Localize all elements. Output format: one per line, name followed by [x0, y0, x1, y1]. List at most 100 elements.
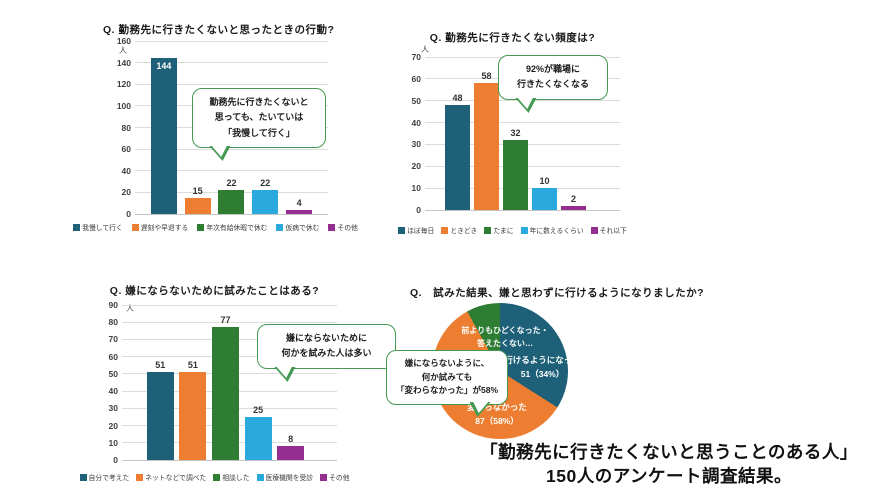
legend-label: ほぼ毎日 — [407, 228, 435, 235]
y-tick-label: 90 — [108, 300, 118, 310]
gridline — [122, 321, 337, 323]
legend-item: ほぼ毎日 — [398, 225, 434, 235]
legend-item: 医療機関を受診 — [256, 472, 314, 482]
annotation-line: 勤務先に行きたくないと — [209, 97, 309, 107]
bar-series: 144 15 22 22 4 — [135, 41, 328, 214]
bar-slot: 32 — [503, 57, 528, 210]
y-axis: 人 90 80 70 60 50 40 30 20 10 0 — [92, 300, 134, 465]
gridline — [135, 213, 328, 215]
y-tick-label: 120 — [116, 79, 131, 90]
y-tick-label: 20 — [121, 187, 131, 198]
bar — [503, 140, 528, 210]
pie-slice-label-no-change: 変わらなかった 87（58%） — [447, 400, 547, 428]
y-tick-label: 60 — [411, 73, 421, 84]
annotation-line: 嫌にならないために — [285, 333, 367, 343]
bar-value-label: 51 — [187, 360, 198, 371]
pie-label-line: 変わらなかった — [467, 402, 527, 412]
bar-value-label: 2 — [570, 193, 576, 204]
y-tick-label: 70 — [411, 52, 421, 62]
annotation-line: 「我慢して行く」 — [223, 127, 295, 138]
y-tick-label: 80 — [121, 122, 131, 133]
legend-item: 我慢して行く — [73, 222, 123, 232]
pie-label-line: 答えたくない… — [477, 339, 533, 349]
pie-slice-label-worse: 前よりもひどくなった・ 答えたくない… — [435, 324, 575, 350]
legend: 自分で考えた ネットなどで調べた 相談した 医療機関を受診 その他 — [79, 472, 350, 482]
bar-slot: 58 — [474, 57, 499, 210]
legend-label: 年次有給休暇で休む — [206, 225, 268, 232]
legend-label: 年に数えるくらい — [529, 228, 584, 235]
y-axis-unit: 人 — [126, 304, 134, 313]
y-tick-label: 30 — [411, 139, 421, 150]
bar — [252, 190, 279, 214]
chart-title: Q. 嫌にならないために試みたことはある? — [109, 285, 320, 297]
plot-area: 人 90 80 70 60 50 40 30 20 10 0 51 51 77 25 8 — [92, 300, 337, 465]
chart-title: Q. 試みた結果、嫌と思わずに行けるようになりましたか? — [410, 287, 704, 299]
bar — [445, 105, 470, 210]
y-tick-label: 0 — [126, 209, 131, 219]
annotation-line: 何か試みても — [421, 371, 473, 382]
bar-slot: 25 — [244, 305, 272, 460]
y-tick-label: 40 — [108, 386, 118, 397]
legend-label: 遅刻や早退する — [140, 225, 189, 232]
legend-label: ネットなどで調べた — [145, 475, 207, 482]
bar-slot: 15 — [184, 41, 211, 214]
legend-label: 我慢して行く — [82, 225, 123, 232]
legend-item: 年に数えるくらい — [520, 225, 584, 235]
bar — [561, 205, 586, 210]
pie-slice-label-able-to-go: 行けるようになった 51（34%） — [490, 353, 595, 381]
y-tick-label: 40 — [121, 165, 131, 176]
bar-slot: 4 — [286, 41, 313, 214]
bar-slot: 8 — [277, 305, 305, 460]
pie-label-line: 51（34%） — [520, 369, 565, 380]
bar-value-label: 22 — [260, 178, 271, 189]
legend-item: 遅刻や早退する — [131, 222, 189, 232]
bar-value-label: 25 — [253, 404, 264, 415]
legend-item: ときどき — [441, 225, 477, 235]
bar-value-label: 51 — [155, 360, 166, 371]
annotation-bubble: 嫌にならないために 何かを試みた人は多い — [257, 324, 396, 369]
chart-title: Q. 勤務先に行きたくない頻度は? — [429, 32, 596, 44]
bar-slot: 77 — [211, 305, 239, 460]
legend-swatch — [590, 226, 598, 234]
annotation-line: 嫌にならないように、 — [404, 358, 490, 368]
legend-label: その他 — [337, 225, 358, 232]
gridline — [425, 209, 620, 211]
y-tick-label: 140 — [116, 57, 131, 68]
legend-swatch — [320, 473, 328, 481]
legend-swatch — [131, 223, 139, 231]
y-tick-label: 20 — [108, 420, 118, 431]
caption-line-1: 「勤務先に行きたくないと思うことのある人」 — [480, 442, 858, 462]
y-axis: 人 160 140 120 100 80 60 40 20 0 — [103, 36, 135, 219]
y-tick-label: 20 — [411, 161, 421, 172]
legend-swatch — [213, 473, 221, 481]
legend-item: たまに — [484, 225, 514, 235]
bar-slot: 144 — [150, 41, 177, 214]
gridline — [122, 459, 337, 461]
bar — [179, 372, 207, 460]
legend-label: 相談した — [222, 475, 250, 482]
y-tick-label: 10 — [411, 183, 421, 194]
y-axis-unit: 人 — [119, 46, 127, 55]
bar-value-label: 32 — [510, 128, 521, 139]
pie-label-line: 87（58%） — [475, 416, 519, 427]
bar — [277, 446, 305, 460]
y-axis: 人 70 60 50 40 30 20 10 0 — [405, 45, 429, 215]
legend-label: 自分で考えた — [88, 475, 130, 482]
bar-slot: 10 — [532, 57, 557, 210]
plot-area: 人 70 60 50 40 30 20 10 0 48 58 32 10 2 — [405, 45, 620, 215]
bar: 144 — [150, 58, 177, 214]
bar — [286, 209, 313, 214]
legend-label: 医療機関を受診 — [265, 475, 314, 482]
bar-slot: 22 — [252, 41, 279, 214]
annotation-bubble: 嫌にならないように、 何か試みても 「変わらなかった」が58% — [386, 350, 508, 405]
legend-label: ときどき — [450, 228, 478, 235]
annotation-line: 92%が職場に — [525, 64, 580, 74]
gridline — [135, 40, 328, 42]
legend-item: 年次有給休暇で休む — [197, 222, 267, 232]
annotation-line: 何かを試みた人は多い — [281, 348, 372, 359]
y-tick-label: 50 — [108, 368, 118, 379]
y-tick-label: 0 — [113, 455, 118, 465]
bar-value-label: 77 — [220, 315, 231, 326]
bar-chart-frequency: Q. 勤務先に行きたくない頻度は? 人 70 60 50 40 30 20 10 0 48 58… — [398, 24, 627, 239]
pie-chart-outcome: Q. 試みた結果、嫌と思わずに行けるようになりましたか? 前よりもひどくなった・… — [386, 280, 722, 480]
